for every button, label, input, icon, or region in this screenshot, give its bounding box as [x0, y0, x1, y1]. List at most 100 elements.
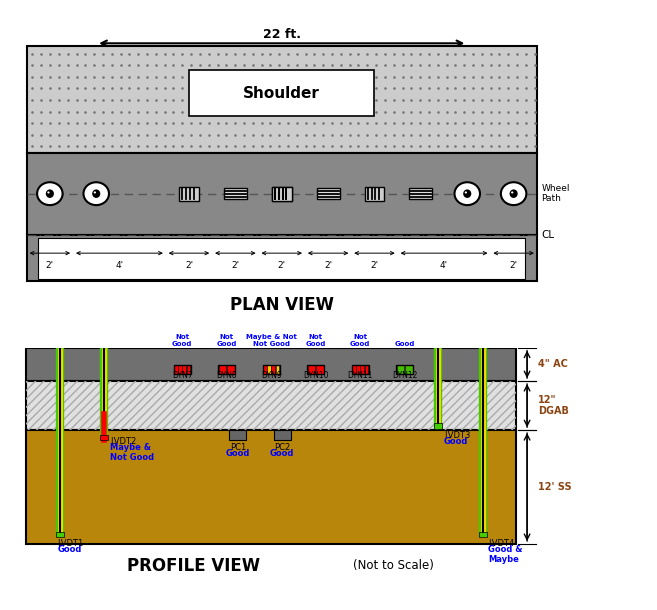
Bar [409, 188, 432, 199]
Bar [187, 365, 191, 373]
Text: 2': 2' [185, 261, 193, 270]
Bar [27, 235, 537, 281]
Bar [478, 532, 487, 537]
Text: Good: Good [58, 545, 82, 554]
Bar [27, 152, 537, 235]
Text: Not
Good: Not Good [306, 334, 326, 346]
Bar [352, 365, 356, 373]
Bar [26, 381, 516, 430]
Text: 2': 2' [46, 261, 54, 270]
Text: DYN11: DYN11 [348, 371, 373, 380]
Bar [307, 365, 315, 373]
Bar [356, 365, 360, 373]
Ellipse shape [83, 182, 109, 205]
Text: Good: Good [270, 449, 294, 458]
Bar [189, 70, 374, 116]
Bar [405, 365, 413, 373]
Bar [307, 365, 324, 373]
Bar [396, 365, 413, 373]
Text: Not
Good: Not Good [172, 334, 193, 346]
Text: 4': 4' [116, 261, 124, 270]
Ellipse shape [275, 188, 288, 199]
Text: Good: Good [443, 437, 468, 446]
Bar [26, 430, 516, 544]
Ellipse shape [46, 190, 54, 198]
Bar [272, 187, 292, 201]
Ellipse shape [47, 192, 50, 193]
Bar [263, 365, 279, 373]
Ellipse shape [464, 192, 467, 193]
Bar [56, 532, 64, 537]
Text: Not
Good: Not Good [216, 334, 237, 346]
Bar [183, 365, 186, 373]
Text: DYN9: DYN9 [261, 371, 282, 380]
Bar [267, 365, 271, 373]
Bar [219, 365, 227, 373]
Text: 2': 2' [278, 261, 286, 270]
Text: DYN7: DYN7 [171, 371, 193, 380]
Bar [271, 365, 275, 373]
Bar [224, 188, 247, 199]
Text: 22 ft.: 22 ft. [263, 28, 301, 41]
Bar [27, 46, 537, 152]
Text: LVDT4: LVDT4 [488, 539, 514, 548]
Text: Wheel
Path: Wheel Path [541, 184, 570, 203]
Text: LVDT2: LVDT2 [110, 437, 136, 446]
Bar [26, 348, 516, 381]
Bar [227, 365, 235, 373]
Bar [317, 188, 340, 199]
Bar [218, 365, 235, 373]
Text: 4': 4' [440, 261, 448, 270]
Bar [272, 187, 292, 201]
Text: DYN10: DYN10 [303, 371, 328, 380]
Ellipse shape [463, 190, 471, 198]
Ellipse shape [510, 190, 518, 198]
Text: Not
Good: Not Good [350, 334, 371, 346]
Text: DYN12: DYN12 [392, 371, 417, 380]
Bar [179, 187, 199, 201]
Bar [174, 365, 178, 373]
Text: 4" AC: 4" AC [538, 359, 568, 370]
Text: Good &
Maybe: Good & Maybe [488, 545, 522, 564]
Bar [229, 429, 246, 440]
Bar [434, 423, 442, 429]
Bar [274, 429, 291, 440]
Bar [352, 365, 369, 373]
Ellipse shape [94, 192, 96, 193]
Ellipse shape [37, 182, 62, 205]
Bar [397, 365, 405, 373]
Text: Good: Good [225, 449, 250, 458]
Text: Good: Good [394, 341, 415, 346]
Text: PLAN VIEW: PLAN VIEW [230, 296, 334, 314]
Bar [316, 365, 324, 373]
Text: PROFILE VIEW: PROFILE VIEW [127, 556, 260, 575]
Bar [361, 365, 364, 373]
Ellipse shape [501, 182, 526, 205]
Text: 2': 2' [324, 261, 332, 270]
Ellipse shape [511, 192, 513, 193]
Text: PC2: PC2 [274, 443, 290, 452]
Text: LVDT1: LVDT1 [58, 539, 84, 548]
Bar [263, 365, 267, 373]
Bar [275, 365, 279, 373]
Text: Maybe & Not
Not Good: Maybe & Not Not Good [246, 334, 296, 346]
Bar [365, 365, 369, 373]
Text: (Not to Scale): (Not to Scale) [353, 559, 434, 572]
Bar [101, 435, 108, 440]
Text: Shoulder: Shoulder [243, 85, 320, 101]
Text: LVDT3: LVDT3 [443, 431, 470, 440]
Text: 12"
DGAB: 12" DGAB [538, 395, 569, 417]
Bar [38, 238, 525, 279]
Text: PC1: PC1 [230, 443, 246, 452]
Text: 2': 2' [231, 261, 239, 270]
Bar [178, 365, 182, 373]
Bar [26, 381, 516, 430]
Text: CL: CL [541, 230, 555, 240]
Bar [365, 187, 384, 201]
Ellipse shape [92, 190, 101, 198]
Bar [174, 365, 191, 373]
Text: DYN8: DYN8 [216, 371, 237, 380]
Text: Maybe &
Not Good: Maybe & Not Good [110, 443, 154, 462]
Text: 12' SS: 12' SS [538, 482, 572, 492]
Text: 2': 2' [371, 261, 378, 270]
